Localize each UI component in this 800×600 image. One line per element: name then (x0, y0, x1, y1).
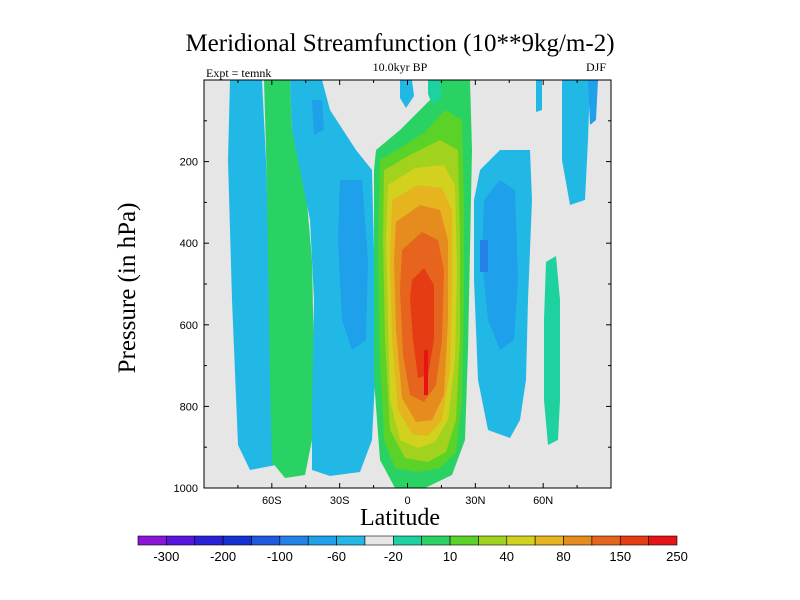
colorbar-swatch (336, 535, 366, 546)
contour-blue-band-upper (312, 100, 324, 135)
colorbar-swatch (421, 535, 451, 546)
contour-fill (228, 80, 598, 488)
contour-south-green-band (264, 80, 314, 478)
colorbar-label: 40 (500, 549, 514, 564)
colorbar-swatch (619, 535, 649, 546)
colorbar-swatch (478, 535, 508, 546)
colorbar-swatch (166, 535, 196, 546)
colorbar-swatch (534, 535, 564, 546)
colorbar-swatch (194, 535, 224, 546)
colorbar-label: 150 (609, 549, 631, 564)
colorbar-swatch (506, 535, 536, 546)
colorbar-label: -100 (267, 549, 293, 564)
colorbar-label: -60 (327, 549, 346, 564)
y-tick-label: 200 (180, 157, 198, 169)
y-tick-label: 600 (180, 320, 198, 332)
contour-blue-band-30s (290, 80, 376, 476)
x-axis: 60S 30S 0 30N 60N (237, 80, 578, 507)
colorbar-swatch (648, 535, 678, 546)
colorbar-swatch (591, 535, 621, 546)
colorbar-swatch (279, 535, 309, 546)
contour-north-blue-inner (482, 180, 518, 350)
x-tick-label: 30N (465, 495, 485, 507)
colorbar-swatch (393, 535, 422, 546)
chart-title: Meridional Streamfunction (10**9kg/m-2) (185, 30, 615, 57)
x-tick-label: 60S (262, 495, 282, 507)
contour-north-blue-core (480, 240, 488, 272)
x-axis-label: Latitude (360, 505, 440, 531)
colorbar: -300 -200 -100 -60 -20 10 40 80 150 250 (137, 535, 688, 564)
contour-north-teal-patch (544, 256, 560, 445)
colorbar-swatch (307, 535, 337, 546)
season-label: DJF (586, 60, 607, 74)
colorbar-label: 80 (556, 549, 570, 564)
colorbar-swatch (364, 535, 394, 546)
contour-top-blob-right (428, 80, 442, 104)
x-tick-label: 0 (404, 495, 410, 507)
y-tick-label: 400 (180, 238, 198, 250)
colorbar-swatch (137, 535, 167, 546)
contour-north-edge (588, 80, 598, 125)
contour-top-blob-left (400, 80, 414, 108)
contour-south-blue-band (228, 80, 276, 470)
colorbar-label: -20 (384, 549, 403, 564)
x-tick-label: 60N (533, 495, 553, 507)
time-label: 10.0kyr BP (372, 60, 428, 74)
colorbar-label: -200 (210, 549, 236, 564)
colorbar-swatch (251, 535, 281, 546)
colorbar-swatch (563, 535, 593, 546)
colorbar-swatch (449, 535, 479, 546)
colorbar-label: 250 (666, 549, 688, 564)
contour-blue-band-inner (338, 180, 368, 350)
contour-north-sliver (536, 80, 542, 112)
contour-cell-core (424, 350, 428, 395)
colorbar-swatch (222, 535, 252, 546)
y-tick-label: 800 (180, 401, 198, 413)
experiment-label: Expt = temnk (206, 66, 272, 80)
colorbar-label: -300 (153, 549, 179, 564)
contour-north-high-blue (562, 80, 590, 205)
y-axis: 200 400 600 800 1000 (174, 120, 611, 495)
colorbar-label: 10 (443, 549, 457, 564)
x-tick-label: 30S (330, 495, 350, 507)
y-tick-label: 1000 (174, 483, 198, 495)
